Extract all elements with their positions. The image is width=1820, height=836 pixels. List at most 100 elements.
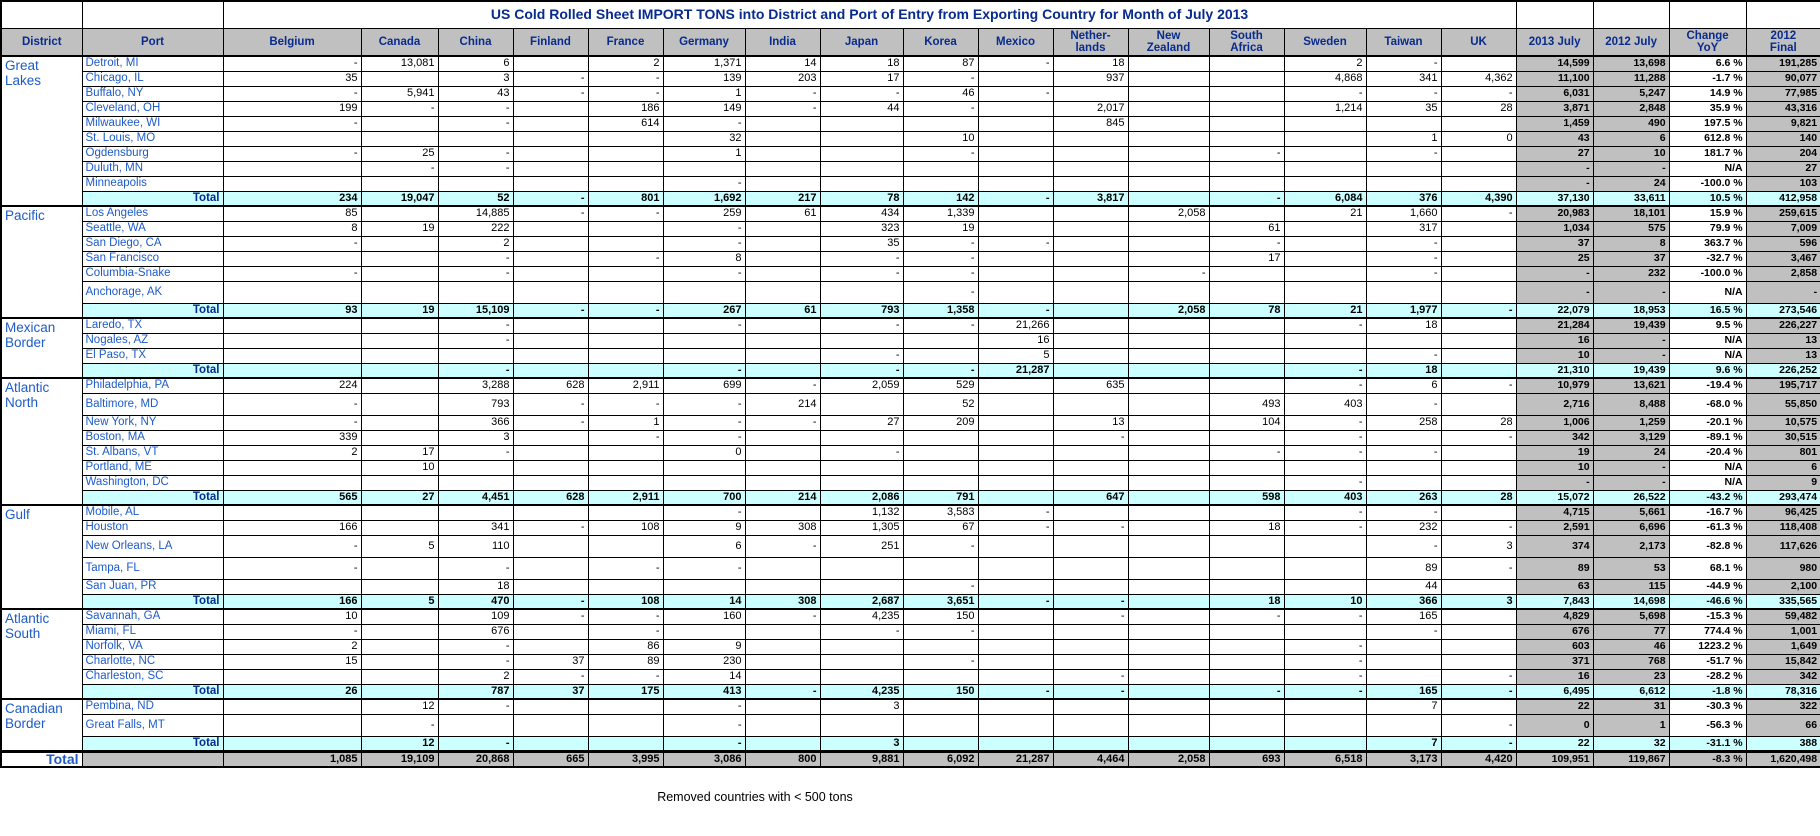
cell-new-zealand [1127,317,1210,334]
cell-2013-july: 10,979 [1515,377,1594,394]
port-link[interactable]: Baltimore, MD [81,392,224,416]
cell-taiwan: 1,660 [1365,205,1442,222]
port-link[interactable]: Charleston, SC [81,668,224,685]
port-link[interactable]: Anchorage, AK [81,280,224,304]
cell-2013-july: 14,599 [1515,55,1594,72]
port-link[interactable]: Charlotte, NC [81,653,224,670]
cell-netherlands: 635 [1052,377,1129,394]
cell-south-africa [1208,85,1285,102]
port-link[interactable]: Chicago, IL [81,70,224,87]
cell-mexico [977,160,1054,177]
port-link[interactable]: Miami, FL [81,623,224,640]
cell-change-yoy: -61.3 % [1668,519,1747,536]
cell-canada [360,429,439,446]
port-link[interactable]: St. Louis, MO [81,130,224,147]
port-link[interactable]: Savannah, GA [81,608,224,625]
port-link[interactable]: Minneapolis [81,175,224,192]
total-cell-japan: 2,086 [819,489,904,506]
total-cell-canada [360,362,439,379]
cell-china: - [437,317,514,334]
port-link[interactable]: El Paso, TX [81,347,224,364]
total-label: Total [81,362,224,379]
cell-taiwan [1365,175,1442,192]
cell-change-yoy: -1.7 % [1668,70,1747,87]
cell-korea [902,332,979,349]
total-cell-south-africa: - [1208,190,1285,207]
cell-france: - [587,608,664,625]
port-link[interactable]: San Diego, CA [81,235,224,252]
cell-change-yoy: 1223.2 % [1668,638,1747,655]
port-link[interactable]: Detroit, MI [81,55,224,72]
port-link[interactable]: St. Albans, VT [81,444,224,461]
total-cell-2012-final: 78,316 [1745,683,1820,700]
total-cell-2013-july: 22,079 [1515,302,1594,319]
cell-india: - [744,414,821,431]
cell-uk [1440,623,1517,640]
cell-netherlands [1052,317,1129,334]
port-link[interactable]: Columbia-Snake [81,265,224,282]
cell-new-zealand [1127,332,1210,349]
cell-south-africa [1208,332,1285,349]
cell-korea [902,347,979,364]
cell-finland [512,578,589,595]
cell-uk: - [1440,668,1517,685]
cell-taiwan: - [1365,347,1442,364]
cell-change-yoy: N/A [1668,347,1747,364]
cell-new-zealand [1127,347,1210,364]
cell-new-zealand [1127,100,1210,117]
port-link[interactable]: Duluth, MN [81,160,224,177]
grand-total-cell-2013-july: 109,951 [1515,749,1594,767]
port-link[interactable]: Cleveland, OH [81,100,224,117]
port-link[interactable]: Great Falls, MT [81,713,224,737]
total-label: Total [81,302,224,319]
port-link[interactable]: Washington, DC [81,474,224,491]
cell-belgium [222,130,362,147]
table-row: Baltimore, MD -793- - -214 52 493 403-2,716 8,4… [1,392,1820,416]
cell-mexico [977,280,1054,304]
port-link[interactable]: Los Angeles [81,205,224,222]
port-link[interactable]: Tampa, FL [81,556,224,580]
grand-total-cell-south-africa: 693 [1208,749,1285,767]
total-cell-finland: - [512,302,589,319]
port-link[interactable]: Seattle, WA [81,220,224,237]
cell-2012-final: 140 [1745,130,1820,147]
cell-finland: - [512,414,589,431]
port-link[interactable]: Ogdensburg [81,145,224,162]
port-link[interactable]: San Juan, PR [81,578,224,595]
cell-india [744,578,821,595]
port-link[interactable]: New Orleans, LA [81,534,224,558]
cell-new-zealand [1127,556,1210,580]
cell-germany: - [662,698,746,715]
port-link[interactable]: Nogales, AZ [81,332,224,349]
cell-mexico [977,130,1054,147]
total-cell-korea: 3,651 [902,593,979,610]
port-link[interactable]: Houston [81,519,224,536]
col-header-finland: Finland [512,27,589,57]
import-data-table: US Cold Rolled Sheet IMPORT TONS into Di… [0,0,1820,768]
grand-total-row: Total 1,085 19,109 20,868 665 3,995 3,086 800 9,… [0,749,1820,767]
port-link[interactable]: Milwaukee, WI [81,115,224,132]
cell-germany: 0 [662,444,746,461]
port-link[interactable]: Pembina, ND [81,698,224,715]
cell-france [587,459,664,476]
port-link[interactable]: San Francisco [81,250,224,267]
port-link[interactable]: Portland, ME [81,459,224,476]
grand-total-cell-canada: 19,109 [360,749,439,767]
port-link[interactable]: Boston, MA [81,429,224,446]
port-link[interactable]: Buffalo, NY [81,85,224,102]
cell-sweden [1283,235,1367,252]
cell-2013-july: - [1515,474,1594,491]
port-link[interactable]: Norfolk, VA [81,638,224,655]
cell-change-yoy: 363.7 % [1668,235,1747,252]
cell-canada: - [360,713,439,737]
cell-change-yoy: -28.2 % [1668,668,1747,685]
cell-south-africa: - [1208,608,1285,625]
port-link[interactable]: Philadelphia, PA [81,377,224,394]
cell-south-africa: 18 [1208,519,1285,536]
cell-sweden: - [1283,608,1367,625]
port-link[interactable]: New York, NY [81,414,224,431]
port-link[interactable]: Mobile, AL [81,504,224,521]
port-link[interactable]: Laredo, TX [81,317,224,334]
table-row: Washington, DC - - - N/A 9 [1,474,1820,491]
cell-china [437,459,514,476]
